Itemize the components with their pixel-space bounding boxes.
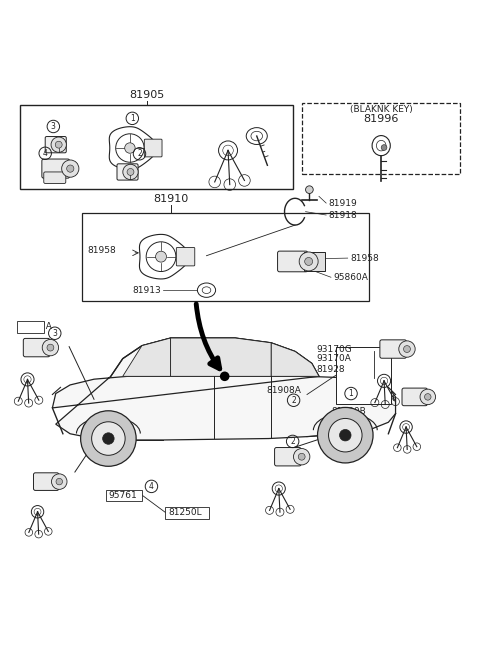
FancyBboxPatch shape [402, 388, 427, 405]
FancyBboxPatch shape [24, 339, 50, 357]
FancyBboxPatch shape [117, 164, 138, 180]
Text: 81958: 81958 [350, 253, 379, 263]
Text: 81913: 81913 [132, 286, 161, 295]
FancyBboxPatch shape [34, 473, 59, 491]
FancyBboxPatch shape [42, 159, 70, 178]
Text: 81919: 81919 [328, 198, 357, 208]
FancyBboxPatch shape [82, 213, 369, 301]
Circle shape [298, 453, 305, 460]
Circle shape [56, 478, 62, 485]
FancyBboxPatch shape [275, 447, 301, 466]
Circle shape [156, 252, 167, 262]
Circle shape [67, 165, 74, 172]
Text: 93170A: 93170A [317, 354, 351, 363]
Text: 95761: 95761 [108, 491, 137, 500]
Polygon shape [52, 338, 396, 440]
Text: 81910: 81910 [153, 194, 188, 204]
Circle shape [305, 257, 312, 265]
Circle shape [318, 407, 373, 463]
FancyBboxPatch shape [277, 251, 308, 272]
FancyBboxPatch shape [176, 248, 195, 266]
Text: 95860A: 95860A [333, 272, 368, 282]
Text: 81996: 81996 [363, 115, 399, 124]
Text: 3: 3 [52, 329, 57, 338]
FancyBboxPatch shape [380, 340, 407, 358]
Text: 1: 1 [130, 114, 135, 123]
Circle shape [399, 341, 415, 357]
Circle shape [299, 252, 318, 271]
Text: 93170G: 93170G [317, 345, 352, 354]
Text: (BLAKNK KEY): (BLAKNK KEY) [350, 105, 413, 114]
Circle shape [127, 168, 134, 176]
Circle shape [293, 449, 310, 465]
FancyBboxPatch shape [165, 508, 209, 519]
Polygon shape [170, 338, 271, 377]
Circle shape [61, 160, 79, 178]
Circle shape [125, 143, 135, 153]
Circle shape [420, 389, 435, 405]
Text: 81920B: 81920B [331, 407, 366, 416]
FancyBboxPatch shape [336, 346, 391, 404]
Circle shape [47, 344, 54, 351]
Text: 81928: 81928 [317, 365, 345, 374]
Circle shape [81, 411, 136, 466]
FancyBboxPatch shape [304, 252, 324, 271]
Circle shape [51, 137, 66, 153]
Circle shape [404, 346, 410, 352]
Circle shape [92, 422, 125, 455]
Circle shape [424, 394, 431, 400]
Circle shape [123, 164, 138, 179]
Text: 81918: 81918 [328, 210, 357, 219]
FancyBboxPatch shape [106, 490, 143, 501]
Text: 2: 2 [290, 437, 295, 446]
Circle shape [42, 339, 59, 356]
Polygon shape [123, 338, 170, 377]
Text: 2: 2 [137, 149, 142, 159]
Circle shape [381, 145, 387, 151]
FancyBboxPatch shape [20, 105, 293, 189]
Circle shape [103, 433, 114, 444]
Circle shape [51, 474, 67, 489]
Text: 2: 2 [291, 396, 296, 405]
Text: 1: 1 [348, 389, 353, 398]
Circle shape [220, 371, 229, 381]
Circle shape [55, 141, 62, 148]
FancyBboxPatch shape [17, 322, 44, 333]
Circle shape [339, 430, 351, 441]
Text: 4: 4 [149, 482, 154, 491]
Text: 81250L: 81250L [168, 508, 202, 517]
FancyBboxPatch shape [45, 136, 66, 153]
FancyBboxPatch shape [302, 103, 460, 174]
FancyBboxPatch shape [44, 172, 66, 183]
Polygon shape [271, 343, 319, 377]
Circle shape [328, 419, 362, 452]
Text: 3: 3 [51, 122, 56, 131]
Text: 81905: 81905 [129, 90, 164, 100]
Text: 4: 4 [43, 149, 48, 158]
Text: 81958: 81958 [88, 246, 117, 255]
Text: 81907A: 81907A [17, 322, 52, 331]
Circle shape [306, 186, 313, 193]
Text: 81908A: 81908A [266, 386, 301, 395]
FancyBboxPatch shape [144, 139, 162, 157]
